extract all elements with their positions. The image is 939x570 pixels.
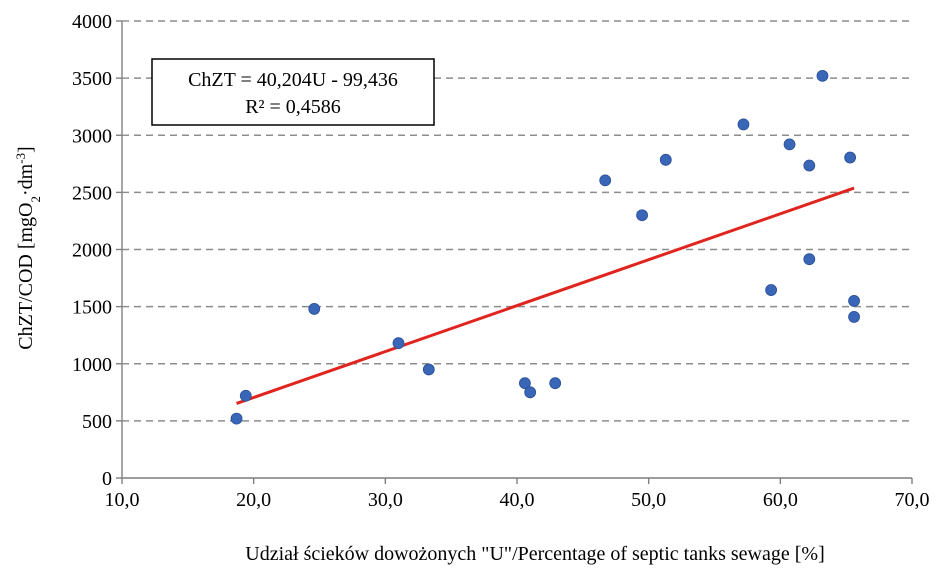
- x-tick-label-40: 40,0: [500, 489, 535, 511]
- y-tick-label-3000: 3000: [72, 125, 112, 147]
- y-tick-label-500: 500: [82, 411, 112, 433]
- data-point-16: [803, 253, 816, 266]
- equation-box: [151, 58, 435, 126]
- data-point-19: [848, 295, 860, 307]
- y-tick-label-4000: 4000: [72, 11, 112, 33]
- y-tick-label-1500: 1500: [72, 297, 112, 319]
- data-point-4: [392, 337, 405, 350]
- x-tick-label-20: 20,0: [236, 489, 271, 511]
- y-tick-label-2500: 2500: [72, 182, 112, 204]
- y-tick-label-0: 0: [102, 468, 112, 490]
- trendline: [236, 186, 855, 405]
- data-point-18: [844, 151, 857, 164]
- y-axis-title-superscript: -3: [13, 153, 28, 164]
- data-points: [230, 69, 860, 425]
- data-point-20: [848, 311, 860, 323]
- data-point-14: [783, 138, 796, 151]
- y-tick-label-3500: 3500: [72, 68, 112, 90]
- data-point-11: [659, 153, 672, 166]
- tick-labels: 0 500 1000 1500 2000 2500 3000 3500 4000 10,0 20,0…: [72, 11, 930, 511]
- y-axis-title-end: ]: [15, 146, 37, 153]
- data-point-5: [422, 363, 435, 376]
- data-point-9: [599, 174, 612, 187]
- y-tick-label-2000: 2000: [72, 240, 112, 262]
- data-point-3: [308, 303, 321, 315]
- y-tick-label-1000: 1000: [72, 354, 112, 376]
- data-point-1: [230, 412, 243, 425]
- r-squared-text: R² = 0,4586: [245, 96, 341, 118]
- data-point-2: [239, 389, 252, 402]
- x-tick-label-60: 60,0: [763, 489, 798, 511]
- equation-text: ChZT = 40,204U - 99,436: [188, 69, 398, 91]
- data-point-10: [636, 209, 648, 222]
- data-point-12: [737, 118, 750, 131]
- data-point-15: [803, 159, 816, 172]
- y-axis-title-mid: ·dm: [15, 163, 37, 196]
- data-point-7: [524, 386, 537, 399]
- data-point-6: [519, 377, 531, 390]
- x-tick-label-10: 10,0: [105, 489, 140, 511]
- y-axis-title-subscript: 2: [28, 196, 43, 203]
- y-axis-title: ChZT/COD [mgO2·dm-3]: [13, 146, 43, 349]
- axes: [116, 20, 913, 484]
- x-tick-label-30: 30,0: [368, 489, 403, 511]
- x-tick-label-70: 70,0: [895, 489, 930, 511]
- data-point-8: [549, 377, 562, 390]
- y-axis-title-main: ChZT/COD [mgO: [15, 203, 37, 350]
- equation-annotation: ChZT = 40,204U - 99,436 R² = 0,4586: [151, 58, 435, 126]
- x-axis-title: Udział ścieków dowożonych "U"/Percentage…: [245, 543, 824, 565]
- data-point-17: [816, 69, 829, 82]
- trendline-layer: [236, 186, 855, 405]
- data-point-13: [765, 284, 778, 296]
- x-tick-label-50: 50,0: [631, 489, 666, 511]
